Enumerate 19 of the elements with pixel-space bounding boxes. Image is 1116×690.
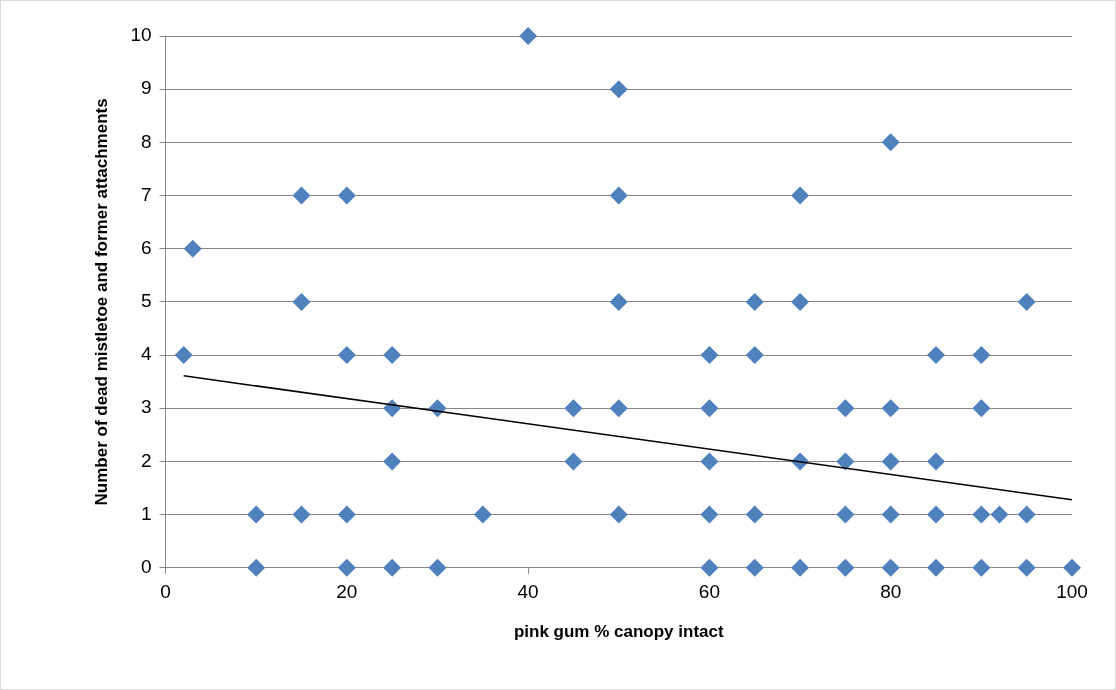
y-tick-label: 6	[140, 236, 152, 258]
x-tick-label: 40	[517, 581, 539, 603]
x-tick-label: 20	[336, 581, 358, 603]
x-tick-label: 60	[698, 581, 720, 603]
x-tick-label: 80	[880, 581, 902, 603]
y-tick-label: 7	[140, 183, 152, 205]
y-axis-title: Number of dead mistletoe and former attachments	[91, 98, 111, 506]
y-tick-label: 4	[140, 343, 152, 365]
y-tick-label: 3	[140, 396, 152, 418]
y-tick-label: 2	[140, 449, 152, 471]
y-tick-label: 0	[140, 556, 152, 578]
y-tick-label: 9	[140, 77, 152, 99]
x-axis-title: pink gum % canopy intact	[513, 622, 724, 642]
y-tick-label: 5	[140, 290, 152, 312]
y-tick-label: 8	[140, 130, 152, 152]
y-tick-label: 1	[140, 502, 152, 524]
y-tick-label: 10	[130, 24, 152, 46]
x-tick-label: 100	[1056, 581, 1088, 603]
x-tick-label: 0	[160, 581, 171, 603]
